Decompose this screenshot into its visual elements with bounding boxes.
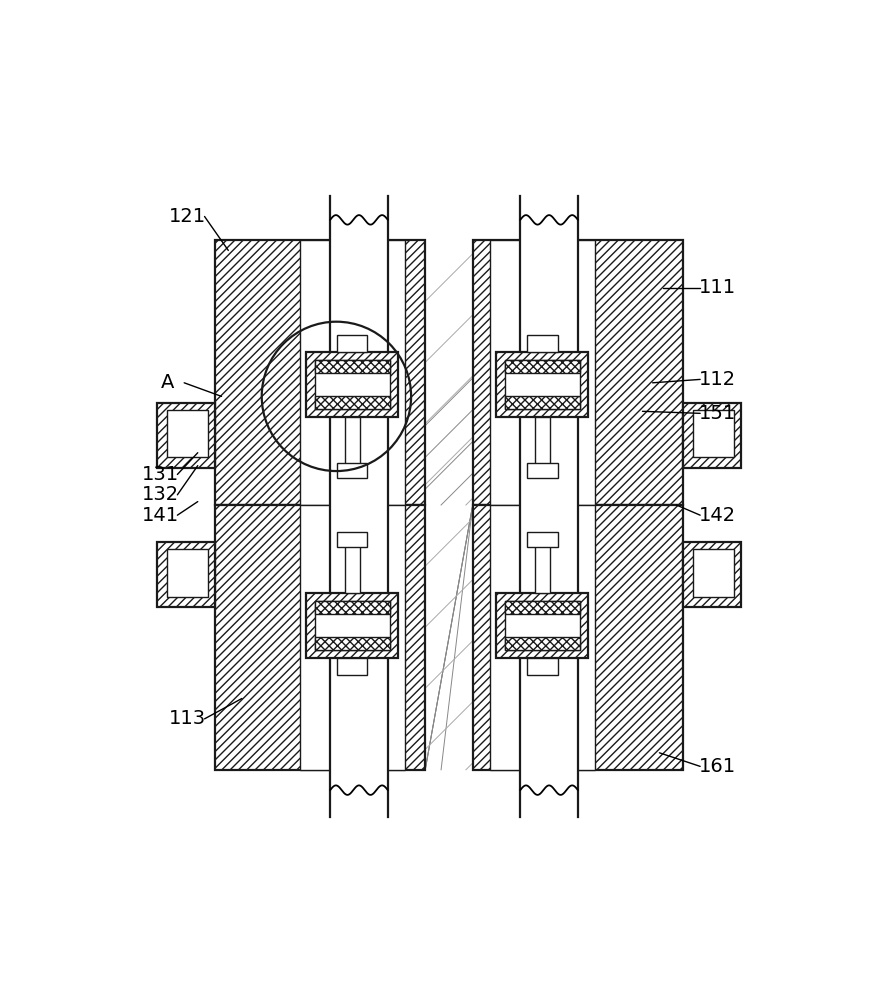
Bar (527, 335, 558, 352)
Bar (505, 360, 580, 373)
Bar (314, 601, 390, 650)
Text: 131: 131 (142, 465, 179, 484)
Bar (157, 403, 215, 468)
Bar (683, 542, 741, 607)
Bar (490, 240, 595, 505)
Bar (307, 593, 398, 658)
Bar (314, 360, 390, 409)
Text: 161: 161 (698, 757, 736, 776)
Text: 142: 142 (698, 506, 736, 525)
Bar (505, 360, 580, 409)
Text: 121: 121 (169, 207, 206, 226)
Bar (497, 593, 588, 658)
Bar (505, 637, 580, 650)
Bar (337, 658, 368, 675)
Bar (300, 240, 405, 505)
Text: 113: 113 (169, 709, 206, 728)
Text: A: A (160, 373, 174, 392)
Text: 151: 151 (698, 404, 736, 423)
Bar (215, 240, 425, 505)
Bar (473, 505, 683, 770)
Bar (527, 658, 558, 675)
Bar (527, 463, 558, 478)
Bar (693, 410, 734, 457)
Bar (505, 396, 580, 409)
Bar (505, 601, 580, 650)
Bar (535, 546, 550, 593)
Bar (167, 410, 208, 457)
Bar (345, 417, 360, 464)
Bar (527, 532, 558, 547)
Text: 141: 141 (142, 506, 179, 525)
Bar (314, 360, 390, 373)
Bar (215, 505, 425, 770)
Bar (505, 601, 580, 614)
Bar (300, 505, 405, 770)
Bar (314, 396, 390, 409)
Bar (535, 417, 550, 464)
Bar (520, 196, 578, 817)
Bar (683, 403, 741, 468)
Bar (314, 601, 390, 614)
Bar (473, 240, 683, 505)
Bar (314, 637, 390, 650)
Bar (497, 352, 588, 417)
Bar (337, 335, 368, 352)
Bar (167, 549, 208, 597)
Bar (307, 352, 398, 417)
Bar (693, 549, 734, 597)
Bar (330, 196, 388, 817)
Text: 132: 132 (142, 485, 179, 504)
Bar (337, 532, 368, 547)
Bar (490, 505, 595, 770)
Text: 112: 112 (698, 370, 736, 389)
Bar (337, 463, 368, 478)
Bar (345, 546, 360, 593)
Bar (157, 542, 215, 607)
Text: 111: 111 (698, 278, 736, 297)
